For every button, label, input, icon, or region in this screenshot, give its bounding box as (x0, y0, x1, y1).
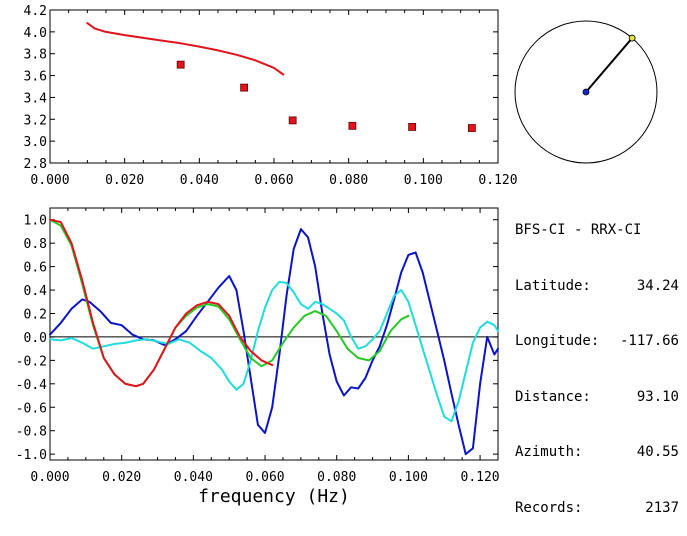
info-row-azimuth: Azimuth: 40.55 (515, 443, 679, 462)
station-pair-title: BFS-CI - RRX-CI (515, 222, 642, 238)
info-row-distance: Distance: 93.10 (515, 388, 679, 407)
chart-canvas: 0.000 0.020 0.040 0.060 0.080 0.100 0.120 2.8 3.… (16, 4, 658, 507)
series-line (49, 280, 499, 423)
y-tick-label: 2.8 (24, 157, 47, 172)
y-tick-label: -1.0 (16, 448, 47, 463)
info-label: Azimuth: (515, 444, 583, 460)
station-dot (582, 88, 590, 96)
info-row-longitude: Longitude: -117.66 (515, 332, 679, 351)
y-tick-label: -0.8 (16, 425, 47, 440)
data-point (288, 116, 297, 125)
info-label: Distance: (515, 388, 591, 405)
azimuth-dial (514, 20, 658, 164)
y-tick-label: 3.2 (24, 113, 47, 128)
info-value: -117.66 (619, 333, 679, 349)
y-tick-label: 4.2 (24, 4, 47, 19)
x-tick-label: 0.020 (105, 173, 144, 188)
data-point (176, 60, 185, 69)
y-tick-label: 3.4 (24, 91, 48, 106)
x-tick-label: 0.080 (317, 470, 356, 485)
y-tick-label: 0.8 (24, 237, 47, 252)
info-label: Records: (515, 499, 583, 516)
info-label: Latitude: (515, 277, 591, 294)
y-tick-label: -0.6 (16, 401, 47, 416)
data-point (240, 83, 249, 92)
x-tick-label: 0.100 (389, 470, 428, 485)
info-row-latitude: Latitude: 34.24 (515, 277, 679, 296)
series-line (49, 218, 410, 388)
data-point (348, 121, 357, 130)
x-tick-label: 0.120 (478, 173, 517, 188)
info-label: Longitude: (515, 333, 600, 349)
y-tick-label: 0.2 (24, 307, 47, 322)
series-line (86, 22, 285, 76)
y-tick-label: 1.0 (24, 214, 47, 229)
series-line (49, 228, 499, 456)
info-row-records: Records: 2137 (515, 499, 679, 518)
y-tick-label: 3.6 (24, 70, 47, 85)
x-axis-label: frequency (Hz) (198, 486, 350, 507)
data-point (467, 124, 476, 132)
y-tick-label: 0.4 (24, 284, 48, 299)
x-tick-label: 0.080 (329, 173, 368, 188)
info-value: 34.24 (636, 277, 679, 294)
y-tick-label: 0.0 (24, 331, 47, 346)
y-tick-label: 3.0 (24, 135, 47, 150)
y-tick-label: 0.6 (24, 261, 47, 276)
x-tick-label: 0.120 (461, 470, 500, 485)
y-tick-label: -0.4 (16, 378, 47, 393)
x-tick-label: 0.060 (245, 470, 284, 485)
info-value: 2137 (645, 499, 679, 516)
station-info-panel: BFS-CI - RRX-CI Latitude: 34.24 Longitud… (515, 184, 679, 536)
dispersion-chart: 0.000 0.020 0.040 0.060 0.080 0.100 0.120 2.8 3.… (24, 4, 518, 188)
target-dot (628, 34, 636, 42)
y-tick-label: 4.0 (24, 26, 47, 41)
x-tick-label: 0.000 (30, 470, 69, 485)
x-tick-label: 0.040 (180, 173, 219, 188)
info-value: 93.10 (636, 388, 679, 405)
coherence-chart: 0.000 0.020 0.040 0.060 0.080 0.100 0.120 1.0 0.… (16, 207, 500, 507)
x-tick-label: 0.040 (174, 470, 213, 485)
azimuth-needle (585, 37, 633, 93)
info-value: 40.55 (636, 444, 679, 460)
x-tick-label: 0.020 (102, 470, 141, 485)
y-tick-label: -0.2 (16, 354, 47, 369)
data-point (408, 123, 417, 131)
series-line (49, 218, 274, 388)
dial-circle (514, 20, 658, 164)
x-tick-label: 0.060 (254, 173, 293, 188)
x-tick-label: 0.100 (404, 173, 443, 188)
x-tick-label: 0.000 (30, 173, 69, 188)
y-tick-label: 3.8 (24, 48, 47, 63)
plot-frame (49, 207, 499, 461)
